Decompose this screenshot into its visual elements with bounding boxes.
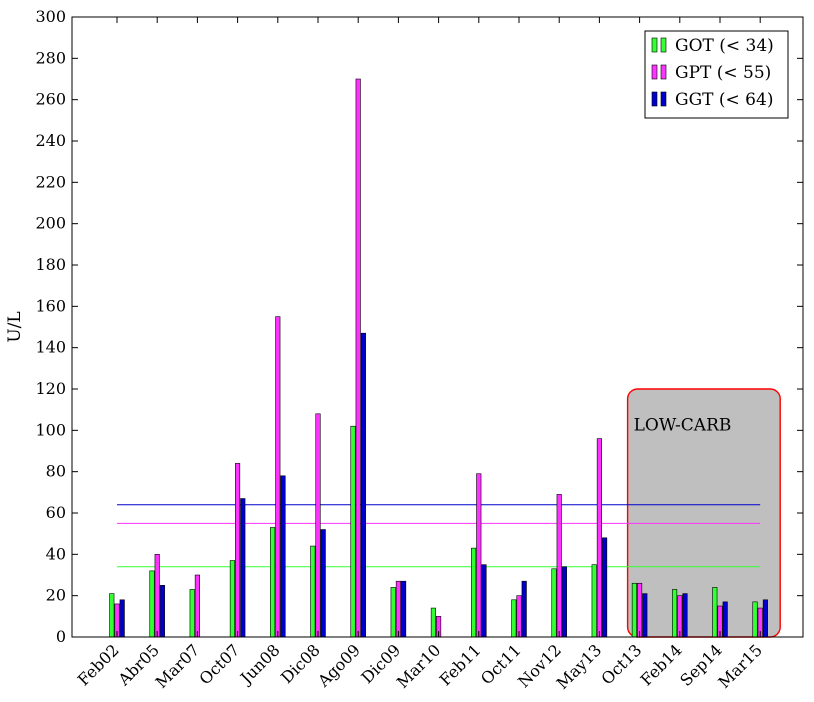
bar-ggt — [159, 585, 165, 638]
legend-swatch — [651, 37, 658, 53]
bar-gpt — [395, 580, 401, 638]
bar-gpt — [677, 595, 683, 638]
reference-lines — [117, 504, 761, 568]
x-tick-label: Feb02 — [74, 640, 123, 689]
bar-got — [430, 607, 436, 638]
x-tick-label: Mar10 — [393, 640, 445, 692]
x-tick-label: Ago09 — [313, 640, 364, 691]
y-tick-label: 60 — [46, 503, 66, 522]
bar-ggt — [561, 566, 567, 638]
y-tick-label: 300 — [35, 7, 66, 26]
bar-gpt — [154, 554, 160, 638]
bar-ggt — [280, 475, 286, 638]
bars-layer — [109, 78, 768, 638]
y-tick-label: 100 — [35, 420, 66, 439]
bar-got — [631, 582, 637, 638]
bar-got — [109, 593, 115, 638]
legend-label: GOT (< 34) — [675, 36, 774, 56]
bar-got — [390, 587, 396, 638]
y-tick-label: 180 — [35, 255, 66, 274]
y-tick-label: 40 — [46, 544, 66, 563]
bar-ggt — [240, 498, 246, 638]
bar-ggt — [762, 599, 768, 638]
y-axis-label: U/L — [5, 311, 25, 342]
y-tick-label: 260 — [35, 90, 66, 109]
bar-gpt — [476, 473, 482, 638]
legend-label: GPT (< 55) — [675, 63, 771, 83]
legend-swatch — [660, 91, 667, 107]
bar-got — [511, 599, 517, 638]
bar-gpt — [596, 438, 602, 638]
legend-swatch — [660, 37, 667, 53]
bar-gpt — [235, 463, 241, 638]
x-tick-label: Oct07 — [195, 640, 243, 688]
y-tick-label: 0 — [56, 627, 66, 646]
legend-swatch — [651, 91, 658, 107]
y-tick-label: 20 — [46, 586, 66, 605]
bar-ggt — [642, 593, 648, 638]
bar-ggt — [722, 601, 728, 638]
x-tick-label: Oct13 — [597, 640, 645, 688]
x-tick-label: Feb11 — [436, 640, 485, 689]
y-tick-label: 120 — [35, 379, 66, 398]
x-tick-label: May13 — [553, 640, 606, 693]
y-tick-label: 280 — [35, 48, 66, 67]
bar-ggt — [320, 529, 326, 638]
bar-got — [350, 425, 356, 638]
legend: GOT (< 34) GPT (< 55) GGT (< 64) — [644, 30, 789, 119]
y-tick-label: 240 — [35, 131, 66, 150]
bar-got — [310, 545, 316, 638]
bar-ggt — [401, 580, 407, 638]
bar-gpt — [194, 574, 200, 638]
x-tick-label: Feb14 — [637, 640, 686, 689]
bar-got — [229, 560, 235, 638]
bar-got — [712, 587, 718, 638]
bar-got — [551, 568, 557, 638]
y-tick-label: 80 — [46, 462, 66, 481]
bar-ggt — [602, 537, 608, 638]
y-tick-label: 140 — [35, 338, 66, 357]
plot-frame — [71, 16, 804, 638]
y-tick-label: 160 — [35, 296, 66, 315]
bar-got — [189, 589, 195, 638]
bar-got — [471, 547, 477, 638]
annotation-layer: LOW-CARB — [626, 388, 781, 638]
bar-got — [672, 589, 678, 638]
bar-ggt — [360, 332, 366, 638]
bar-ggt — [481, 564, 487, 638]
bar-gpt — [516, 595, 522, 638]
bar-gpt — [637, 582, 643, 638]
legend-swatch — [651, 64, 658, 80]
y-tick-label: 200 — [35, 214, 66, 233]
bar-gpt — [556, 494, 562, 638]
y-tick-label: 220 — [35, 172, 66, 191]
bar-gpt — [275, 316, 281, 638]
x-tick-label: Mar07 — [152, 640, 204, 692]
bar-ggt — [119, 599, 125, 638]
low-carb-label: LOW-CARB — [634, 415, 732, 435]
legend-swatch — [660, 64, 667, 80]
bar-gpt — [355, 78, 361, 638]
bar-got — [149, 570, 155, 638]
bar-gpt — [315, 413, 321, 638]
legend-box — [644, 30, 789, 119]
bar-got — [591, 564, 597, 638]
x-tick-label: Jun08 — [235, 640, 283, 688]
bar-got — [270, 527, 276, 638]
bar-ggt — [682, 593, 688, 638]
x-tick-label: Mar15 — [714, 640, 766, 692]
legend-label: GGT (< 64) — [675, 90, 773, 110]
bar-got — [752, 601, 758, 638]
bar-ggt — [521, 580, 527, 638]
